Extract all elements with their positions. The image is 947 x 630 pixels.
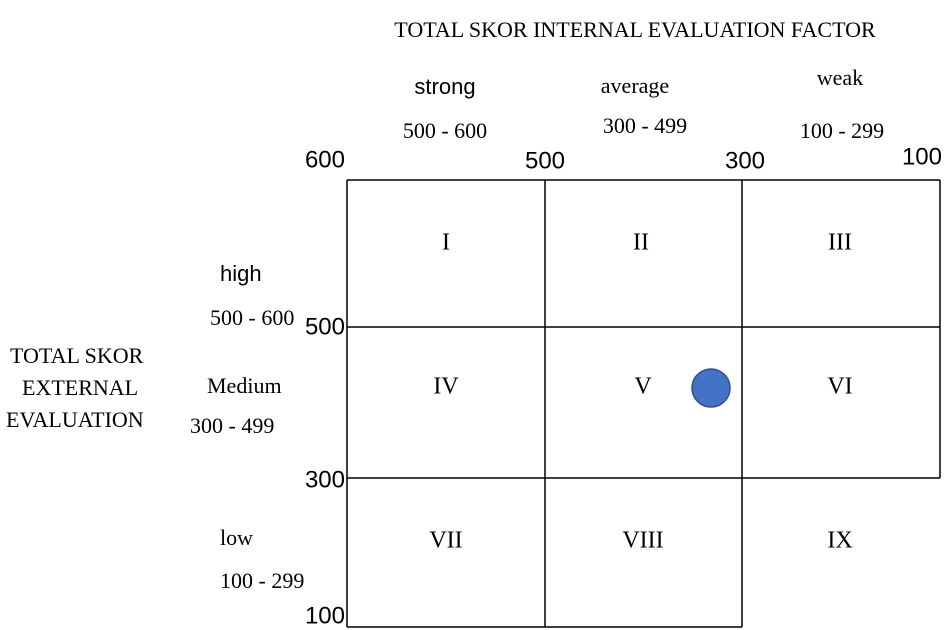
row-label: high <box>220 261 262 286</box>
x-axis-number: 500 <box>525 147 565 174</box>
row-range: 500 - 600 <box>210 305 294 330</box>
y-axis-title: EXTERNAL <box>22 375 138 400</box>
cell-label: VI <box>827 374 852 400</box>
cell-label: VIII <box>622 528 663 554</box>
y-axis-number: 100 <box>305 602 345 629</box>
column-label: strong <box>414 74 475 99</box>
row-range: 100 - 299 <box>220 568 304 593</box>
cell-label: V <box>634 374 652 400</box>
y-axis-title: TOTAL SKOR <box>10 343 144 368</box>
cell-label: I <box>442 230 450 256</box>
grid <box>346 179 941 628</box>
x-axis-number: 100 <box>902 143 942 170</box>
cell-label: IX <box>827 528 852 554</box>
column-range: 500 - 600 <box>403 118 487 143</box>
row-label: low <box>220 525 253 550</box>
title: TOTAL SKOR INTERNAL EVALUATION FACTOR <box>394 17 876 42</box>
y-axis-number: 300 <box>305 466 345 493</box>
x-axis-number: 300 <box>725 147 765 174</box>
cell-label: III <box>828 230 852 256</box>
column-label: weak <box>817 65 863 90</box>
cell-label: II <box>633 230 649 256</box>
cell-label: VII <box>429 528 462 554</box>
row-label: Medium <box>207 373 282 398</box>
column-label: average <box>601 73 669 98</box>
column-range: 300 - 499 <box>603 113 687 138</box>
column-range: 100 - 299 <box>800 118 884 143</box>
row-range: 300 - 499 <box>190 413 274 438</box>
y-axis-title: EVALUATION <box>6 407 144 432</box>
y-axis-number: 500 <box>305 313 345 340</box>
x-axis-number: 600 <box>305 146 345 173</box>
position-dot <box>691 368 731 408</box>
cell-label: IV <box>433 374 459 400</box>
